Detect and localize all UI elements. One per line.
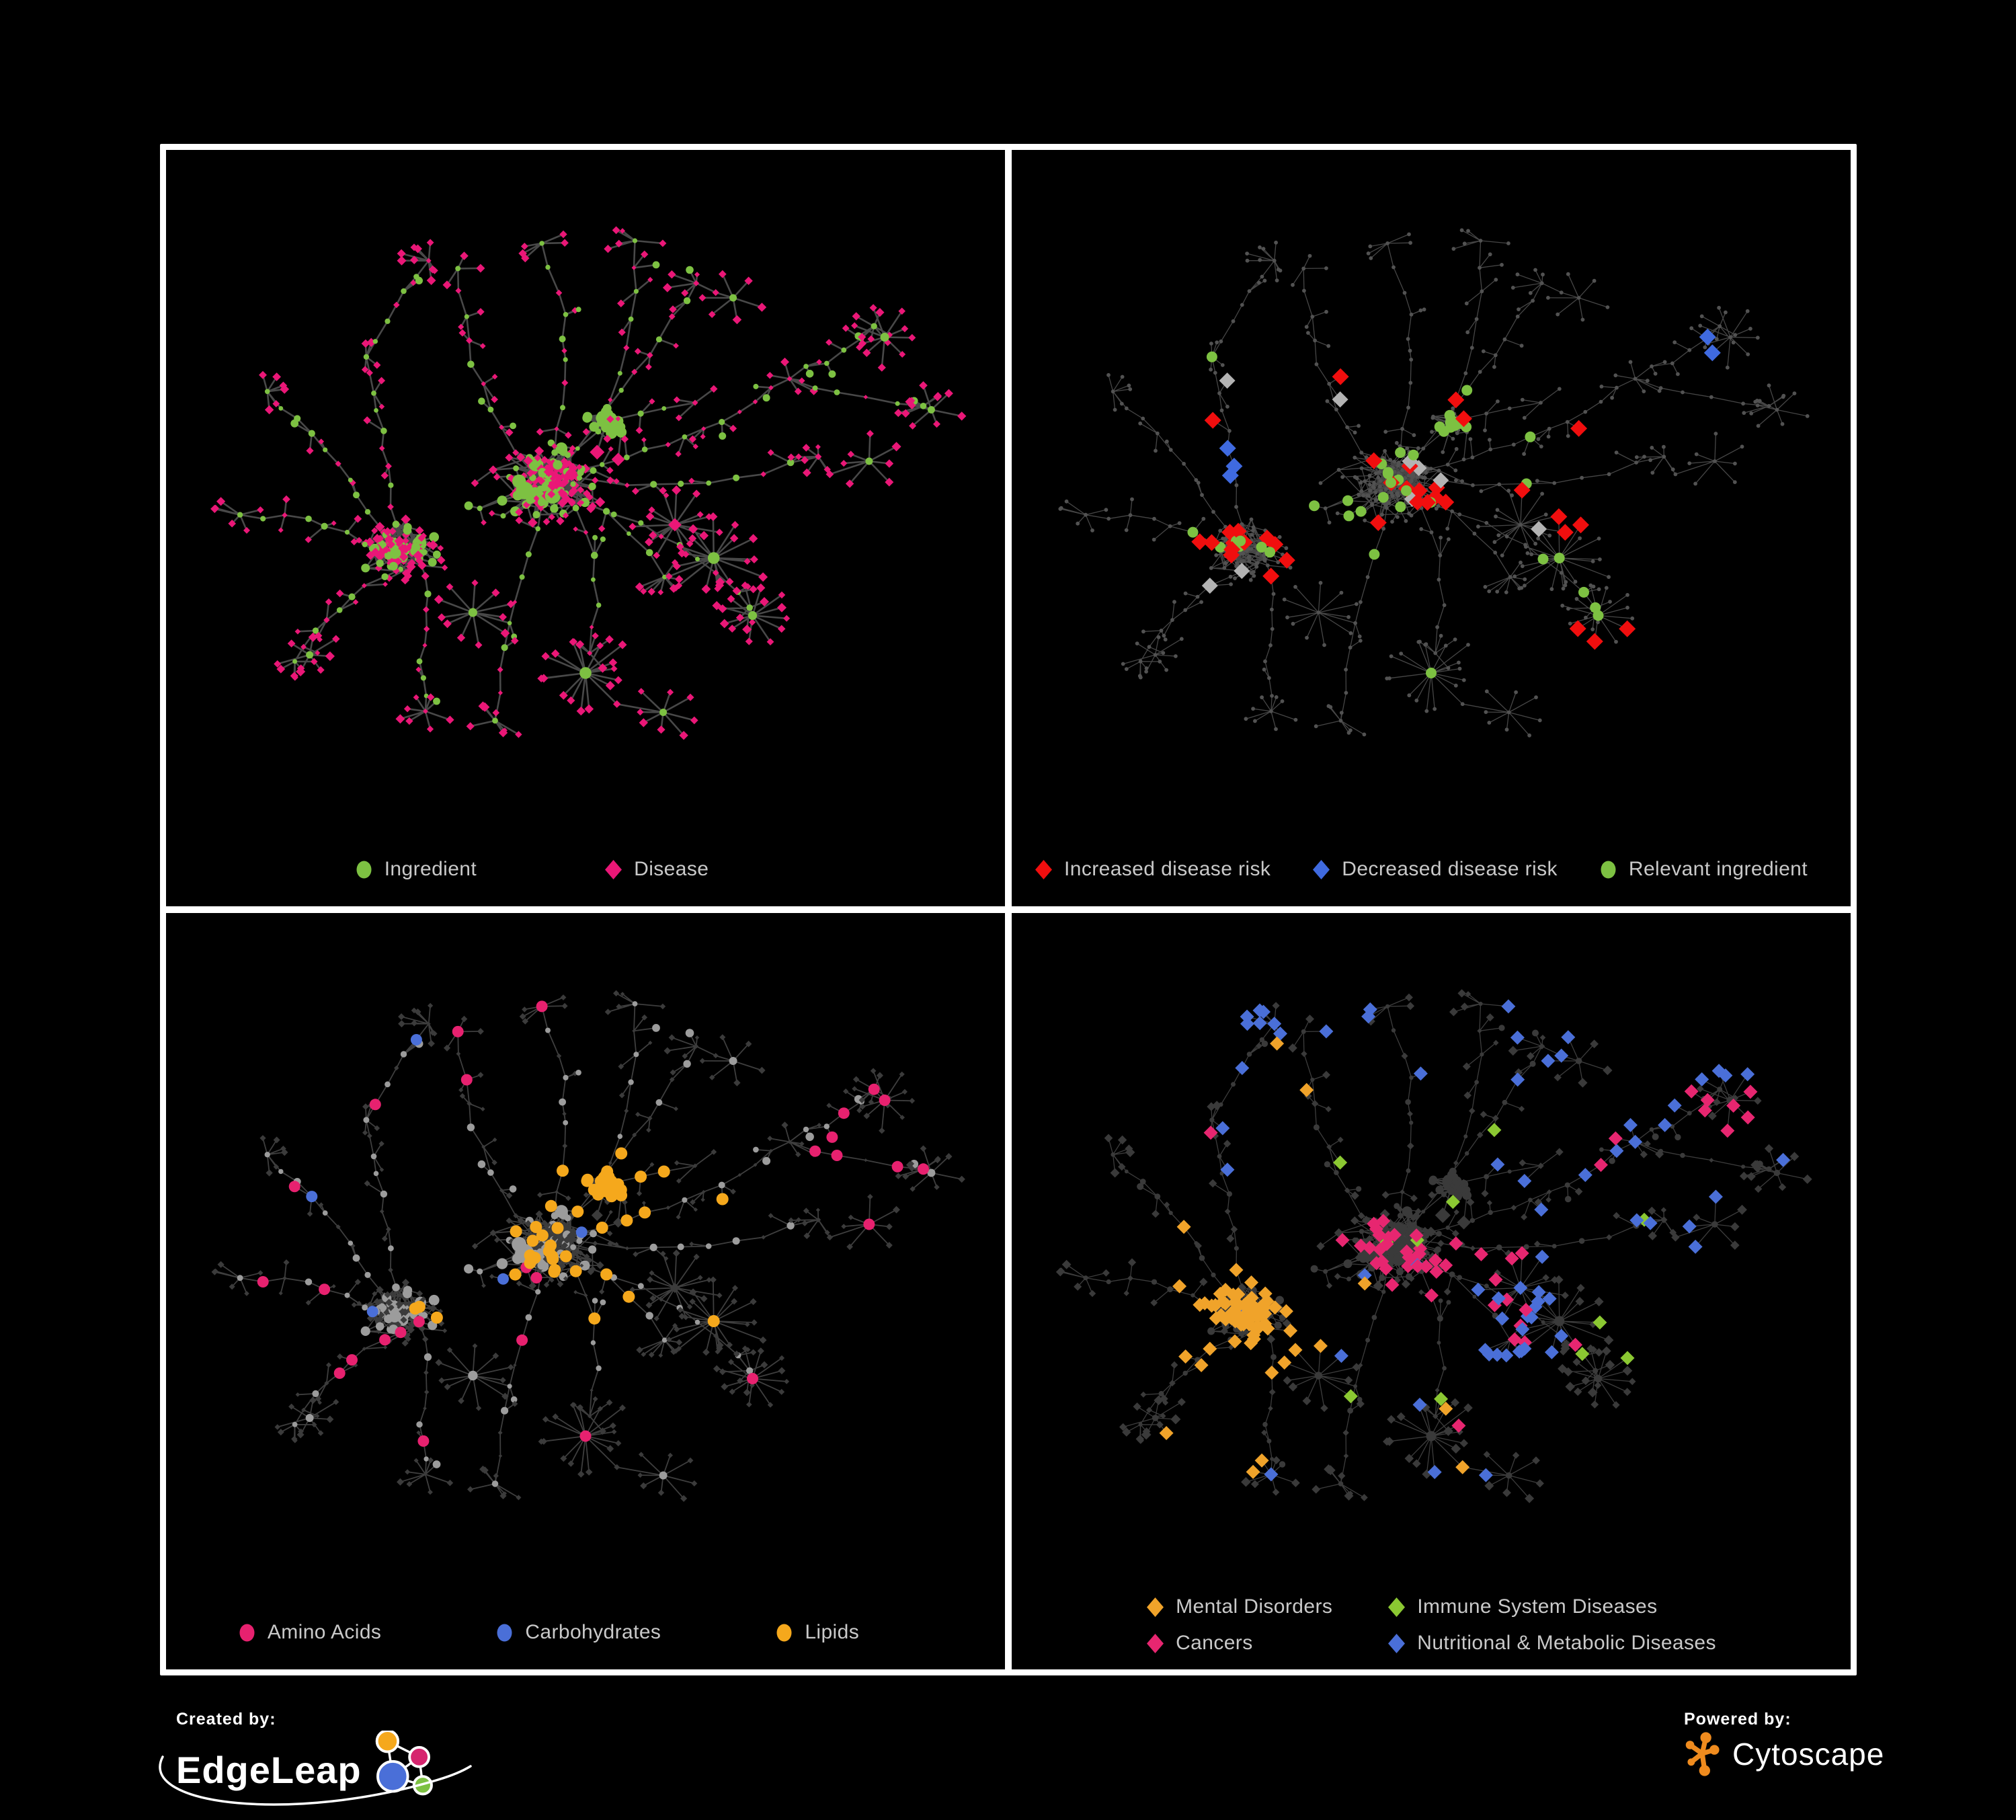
panel-grid: Ingredient Disease Increased disease risk… [160, 144, 1857, 1675]
circle-legend-icon [497, 1624, 512, 1641]
legend-item-mental-disorders: Mental Disorders [1146, 1595, 1332, 1618]
legend-label: Ingredient [384, 858, 477, 880]
diamond-legend-icon [1035, 859, 1052, 879]
diamond-legend-icon [1313, 859, 1330, 879]
legend-item-lipids: Lipids [775, 1621, 859, 1644]
legend-label: Amino Acids [267, 1621, 382, 1643]
panel-nutrient-classes: Amino Acids Carbohydrates Lipids [166, 913, 1005, 1669]
edgeleap-node-blue [376, 1759, 409, 1793]
legend-nutrient-classes: Amino Acids Carbohydrates Lipids [166, 1621, 968, 1644]
legend-item-nutritional-metabolic-diseases: Nutritional & Metabolic Diseases [1387, 1632, 1716, 1655]
powered-by-block: Powered by: Cytoscape [1684, 1710, 1884, 1778]
edgeleap-node-pink [407, 1745, 430, 1768]
legend-item-relevant-ingredient: Relevant ingredient [1599, 858, 1808, 881]
legend-label: Disease [634, 858, 709, 880]
diamond-legend-icon [1147, 1597, 1164, 1617]
legend-item-disease: Disease [604, 858, 709, 881]
legend-item-cancers: Cancers [1146, 1632, 1332, 1655]
legend-disease-classes: Mental Disorders Cancers Immune System Dis… [1012, 1595, 1851, 1655]
legend-label: Lipids [805, 1621, 860, 1643]
edgeleap-node-green [412, 1775, 433, 1796]
legend-item-decreased-disease-risk: Decreased disease risk [1312, 858, 1558, 881]
panel-disease-classes: Mental Disorders Cancers Immune System Dis… [1012, 913, 1851, 1669]
legend-label: Nutritional & Metabolic Diseases [1417, 1632, 1716, 1654]
nutrient-classes-network-graph [211, 990, 965, 1502]
circle-legend-icon [356, 861, 372, 878]
legend-item-carbohydrates: Carbohydrates [495, 1621, 661, 1644]
edgeleap-logo [375, 1731, 433, 1796]
legend-label: Decreased disease risk [1342, 858, 1558, 880]
cytoscape-logo [1685, 1732, 1720, 1776]
diamond-legend-icon [605, 859, 622, 879]
cytoscape-wordmark: Cytoscape [1732, 1737, 1885, 1772]
powered-by-label: Powered by: [1684, 1710, 1791, 1729]
legend-label: Relevant ingredient [1628, 858, 1808, 880]
created-by-label: Created by: [176, 1710, 276, 1729]
panel-disease-risk: Increased disease risk Decreased disease … [1012, 150, 1851, 906]
panel-ingredient-disease: Ingredient Disease [166, 150, 1005, 906]
legend-item-increased-disease-risk: Increased disease risk [1035, 858, 1271, 881]
diamond-legend-icon [1388, 1597, 1406, 1617]
legend-item-amino-acids: Amino Acids [238, 1621, 381, 1644]
ingredient-disease-network-graph [210, 226, 967, 740]
legend-ingredient-disease: Ingredient Disease [166, 858, 951, 881]
legend-label: Increased disease risk [1064, 858, 1271, 880]
circle-legend-icon [776, 1624, 792, 1641]
circle-legend-icon [1601, 861, 1616, 878]
edgeleap-node-orange [375, 1731, 399, 1753]
disease-risk-network-graph [1058, 228, 1810, 738]
legend-label: Mental Disorders [1176, 1595, 1333, 1618]
diamond-legend-icon [1147, 1633, 1164, 1653]
legend-label: Cancers [1176, 1632, 1253, 1654]
diamond-legend-icon [1388, 1633, 1406, 1653]
legend-item-ingredient: Ingredient [355, 858, 477, 881]
legend-item-immune-system-diseases: Immune System Diseases [1387, 1595, 1716, 1618]
legend-label: Carbohydrates [525, 1621, 661, 1643]
circle-legend-icon [239, 1624, 255, 1641]
legend-disease-risk: Increased disease risk Decreased disease … [1012, 858, 1841, 881]
created-by-block: Created by: EdgeLeap [159, 1710, 472, 1810]
legend-label: Immune System Diseases [1417, 1595, 1658, 1618]
edgeleap-wordmark: EdgeLeap [176, 1749, 362, 1791]
disease-classes-network-graph [1055, 989, 1812, 1503]
